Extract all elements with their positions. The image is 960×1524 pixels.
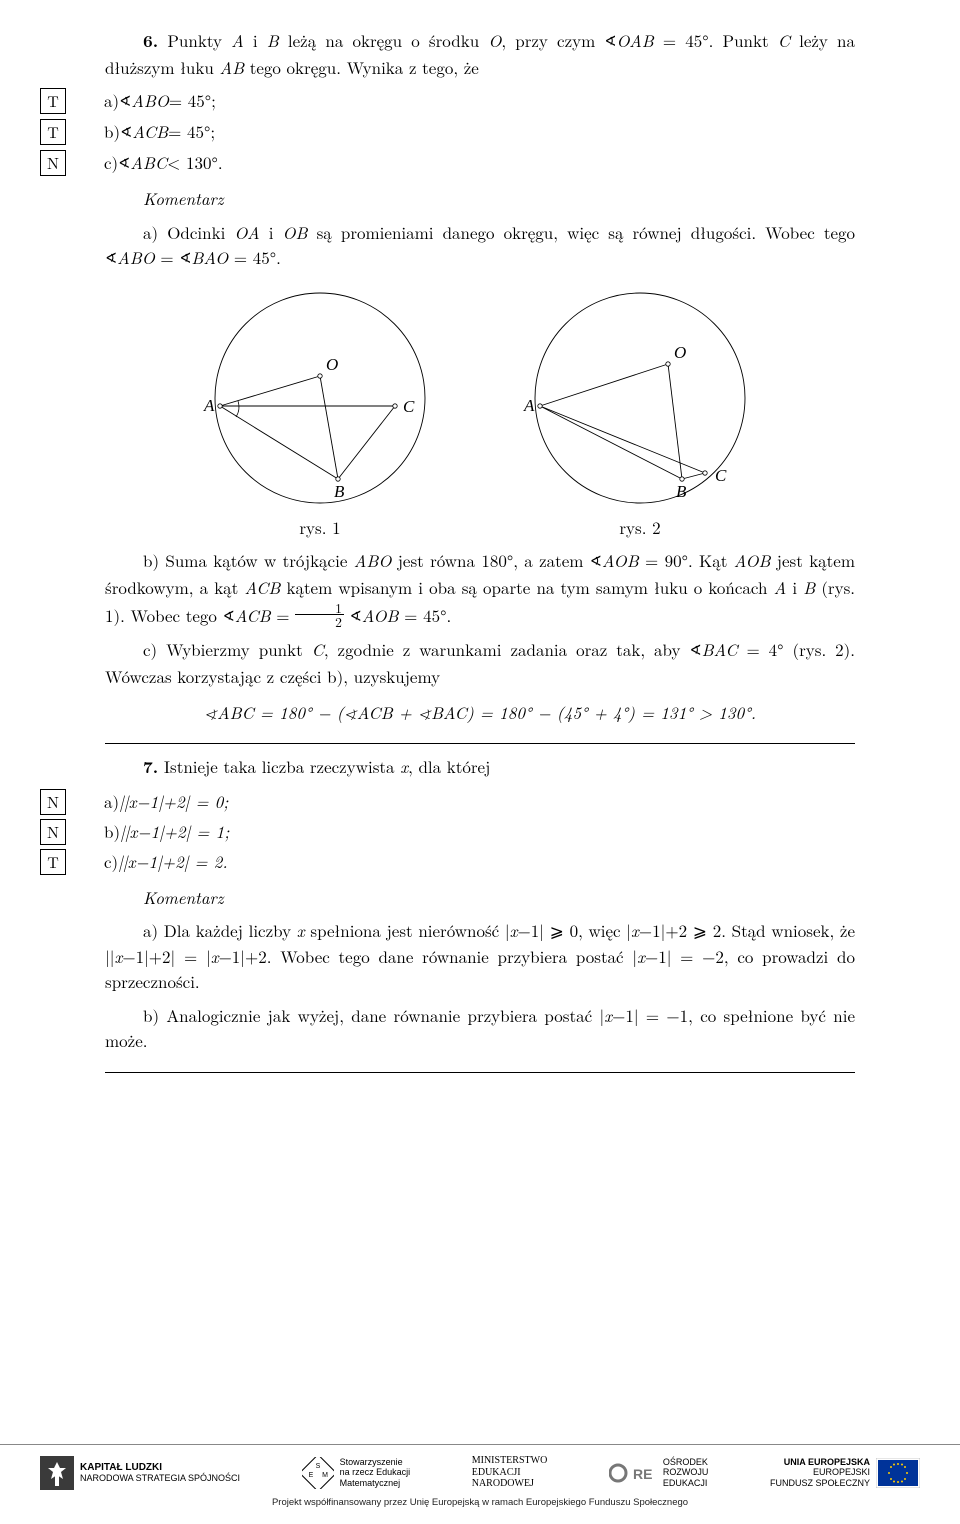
tn-box: N <box>40 819 66 845</box>
footer-caption: Projekt współfinansowany przez Unię Euro… <box>272 1496 688 1510</box>
svg-text:S: S <box>315 1463 320 1470</box>
svg-text:C: C <box>715 466 727 485</box>
kapital-icon <box>40 1456 74 1490</box>
figures-row: O A B C rys. 1 O A B C rys. 2 <box>105 286 855 541</box>
footer-logos: KAPITAŁ LUDZKI NARODOWA STRATEGIA SPÓJNO… <box>40 1455 920 1490</box>
svg-text:A: A <box>203 396 215 415</box>
ore-icon: RE <box>609 1459 657 1487</box>
q7-number: 7. <box>143 755 158 779</box>
svg-text:O: O <box>674 343 686 362</box>
q7-answer-b: N b) ||x−1|+2| = 1; <box>105 819 855 845</box>
q6-answer-c: N c) ∢ABC < 130°. <box>105 150 855 177</box>
q6-comment-b: b) Suma kątów w trójkącie ABO jest równa… <box>105 548 855 629</box>
tn-box: T <box>40 849 66 875</box>
divider-rule <box>105 743 855 744</box>
q6-stem: 6. Punkty A i B leżą na okręgu o środku … <box>105 28 855 80</box>
q7-komentarz-label: Komentarz <box>143 885 855 911</box>
fig2-caption: rys. 2 <box>510 515 770 541</box>
q6-formula: ∢ABC = 180° − (∢ACB + ∢BAC) = 180° − (45… <box>105 700 855 726</box>
tn-box: T <box>40 88 66 114</box>
tn-box: N <box>40 150 66 176</box>
fig1-caption: rys. 1 <box>190 515 450 541</box>
svg-text:RE: RE <box>633 1466 652 1482</box>
svg-text:C: C <box>403 397 415 416</box>
q6-answer-a: T a) ∢ABO = 45°; <box>105 88 855 115</box>
q7-comment-a: a) Dla każdej liczby x spełniona jest ni… <box>105 918 855 995</box>
tn-box: N <box>40 789 66 815</box>
q6-number: 6. <box>143 29 158 53</box>
q6-comment-a: a) Odcinki OA i OB są promieniami danego… <box>105 220 855 272</box>
svg-text:E: E <box>308 1472 313 1479</box>
divider-rule-bottom <box>105 1072 855 1073</box>
svg-text:O: O <box>326 355 338 374</box>
logo-ore: RE OŚRODEK ROZWOJU EDUKACJI <box>609 1457 709 1488</box>
svg-text:A: A <box>523 396 535 415</box>
logo-sem: S E M Stowarzyszenie na rzecz Edukacji M… <box>302 1457 411 1489</box>
q7-stem: 7. Istnieje taka liczba rzeczywista x, d… <box>105 754 855 781</box>
svg-text:M: M <box>322 1472 328 1479</box>
eu-flag-icon <box>876 1458 920 1488</box>
fig2-svg: O A B C <box>510 286 770 511</box>
q7-comment-b: b) Analogicznie jak wyżej, dane równanie… <box>105 1003 855 1054</box>
q7-answer-a: N a) ||x−1|+2| = 0; <box>105 789 855 815</box>
tn-box: T <box>40 119 66 145</box>
figure-2: O A B C rys. 2 <box>510 286 770 541</box>
sem-icon: S E M <box>302 1457 334 1489</box>
footer: KAPITAŁ LUDZKI NARODOWA STRATEGIA SPÓJNO… <box>0 1444 960 1524</box>
svg-text:B: B <box>334 482 345 501</box>
q6-komentarz-label: Komentarz <box>143 186 855 212</box>
logo-men: MINISTERSTWO EDUKACJI NARODOWEJ <box>472 1455 548 1490</box>
q6-comment-c: c) Wybierzmy punkt C, zgodnie z warunkam… <box>105 637 855 689</box>
svg-text:B: B <box>676 482 687 501</box>
figure-1: O A B C rys. 1 <box>190 286 450 541</box>
q6-answer-b: T b) ∢ACB = 45°; <box>105 119 855 146</box>
q7-answer-c: T c) ||x−1|+2| = 2. <box>105 849 855 875</box>
logo-kapital-ludzki: KAPITAŁ LUDZKI NARODOWA STRATEGIA SPÓJNO… <box>40 1456 240 1490</box>
fig1-svg: O A B C <box>190 286 450 511</box>
logo-ue: UNIA EUROPEJSKA EUROPEJSKI FUNDUSZ SPOŁE… <box>770 1457 920 1488</box>
